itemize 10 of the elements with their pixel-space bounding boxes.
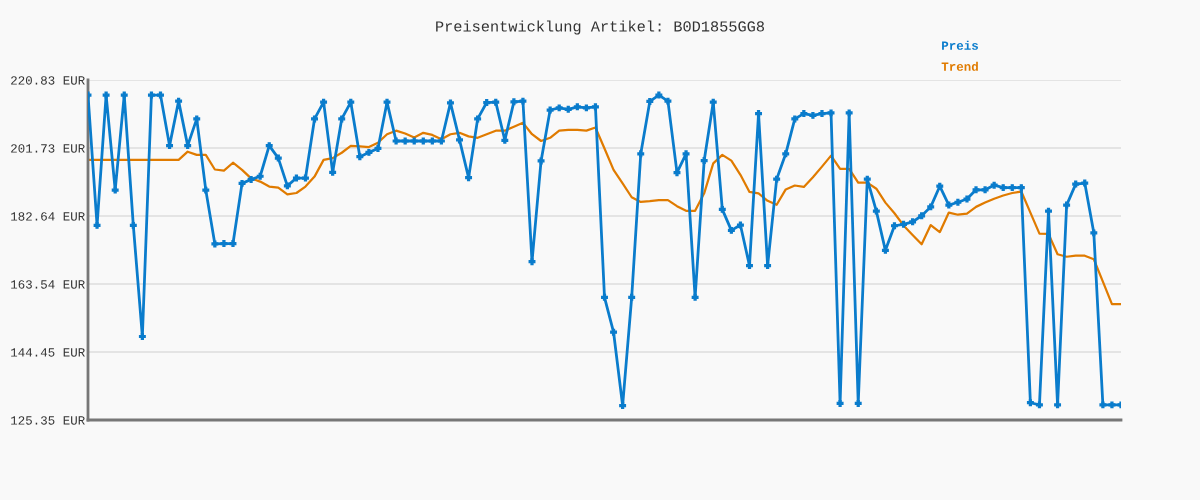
y-tick-label: 182.64 EUR <box>11 212 85 221</box>
y-tick-label: 201.73 EUR <box>11 144 85 153</box>
text: Trend <box>941 61 978 71</box>
text: Preis <box>942 40 978 50</box>
chart-title: Preisentwicklung Artikel: B0D1855GG8 <box>436 20 764 35</box>
y-tick-label: 220.83 EUR <box>11 76 85 85</box>
y-tick-label: 144.45 EUR <box>11 348 85 357</box>
line-series <box>88 121 1121 306</box>
y-tick-label: 125.35 EUR <box>11 416 85 425</box>
y-tick-label: 163.54 EUR <box>11 280 85 289</box>
